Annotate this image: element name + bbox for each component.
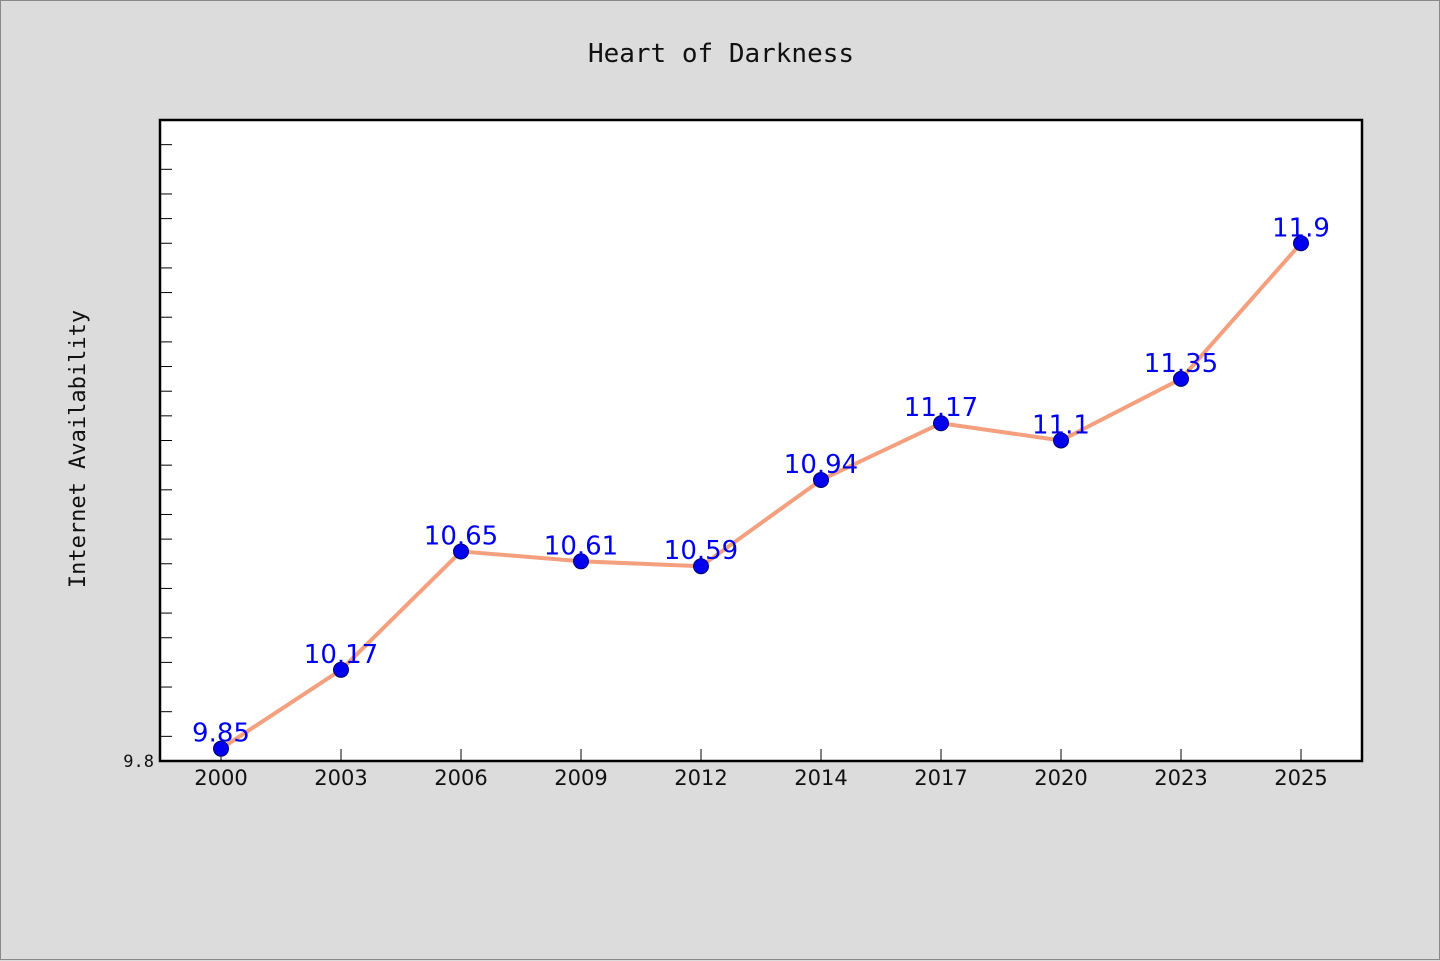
data-label: 10.17 bbox=[304, 640, 378, 670]
x-tick-label: 2003 bbox=[314, 766, 367, 790]
series-layer bbox=[213, 235, 1309, 757]
y-axis-ticks: 9.8 bbox=[123, 144, 172, 772]
data-label: 11.35 bbox=[1144, 349, 1218, 379]
data-point bbox=[813, 471, 829, 488]
chart-title: Heart of Darkness bbox=[588, 39, 854, 69]
x-tick-label: 2017 bbox=[914, 766, 967, 790]
x-tick-label: 2012 bbox=[674, 766, 727, 790]
x-tick-label: 2023 bbox=[1154, 766, 1207, 790]
data-label: 10.94 bbox=[784, 450, 858, 480]
data-point bbox=[573, 553, 589, 570]
data-point bbox=[933, 415, 949, 432]
data-point bbox=[1173, 370, 1189, 387]
x-tick-label: 2025 bbox=[1274, 766, 1327, 790]
data-label: 11.9 bbox=[1272, 213, 1330, 243]
data-label: 10.65 bbox=[424, 521, 498, 551]
data-point bbox=[333, 661, 349, 678]
plot-area bbox=[158, 118, 1364, 763]
data-label: 10.59 bbox=[664, 536, 738, 566]
y-tick-label: 9.8 bbox=[123, 752, 154, 772]
data-point bbox=[1293, 235, 1309, 252]
x-tick-label: 2014 bbox=[794, 766, 847, 790]
data-point bbox=[213, 740, 229, 757]
data-label: 11.1 bbox=[1032, 411, 1090, 441]
data-label: 11.17 bbox=[904, 393, 978, 423]
x-tick-label: 2020 bbox=[1034, 766, 1087, 790]
x-tick-label: 2009 bbox=[554, 766, 607, 790]
data-label: 9.85 bbox=[192, 719, 250, 749]
data-label: 10.61 bbox=[544, 531, 618, 561]
x-tick-label: 2000 bbox=[194, 766, 247, 790]
x-tick-label: 2006 bbox=[434, 766, 487, 790]
y-axis-label: Internet Availability bbox=[66, 310, 91, 588]
data-point bbox=[453, 543, 469, 560]
series-line bbox=[219, 241, 1303, 751]
x-axis-ticks: 2000 2003 2006 2009 2012 2014 2017 2020 2023 2025 bbox=[194, 749, 1328, 790]
data-labels: 9.85 10.17 10.65 10.61 10.59 10.94 11.17 11.1 11… bbox=[192, 213, 1330, 748]
data-point bbox=[1053, 432, 1069, 449]
data-point bbox=[693, 558, 709, 575]
